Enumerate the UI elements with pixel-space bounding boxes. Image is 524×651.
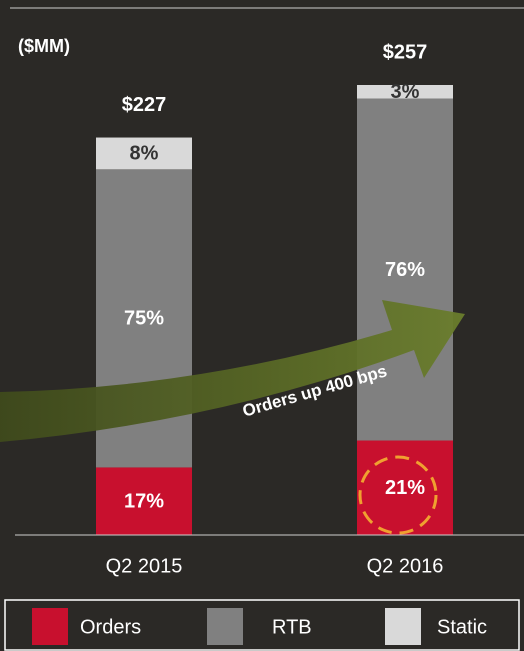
x-tick-label: Q2 2015 [106,555,183,577]
segment-label: 17% [124,490,164,512]
legend-swatch [385,608,421,645]
total-label: $257 [383,41,428,63]
bar-segment [357,85,453,99]
segment-label: 21% [385,477,425,499]
segment-label: 8% [130,143,159,165]
bar-segment [357,98,453,441]
segment-label: 3% [391,81,420,103]
x-tick-label: Q2 2016 [367,555,444,577]
highlight-circle [358,455,438,535]
labels: 17% 75% 8% $227 Q2 2015 21% 76% 3% $257 Q2 2016 [106,41,444,577]
legend-label: Orders [80,616,141,638]
legend-swatch [207,608,243,645]
total-label: $227 [122,94,167,116]
bar-segment [96,467,192,535]
legend: Orders RTB Static [32,608,487,645]
legend-swatch [32,608,68,645]
legend-label: RTB [272,616,312,638]
unit-label: ($MM) [18,36,70,56]
segment-label: 75% [124,308,164,330]
bar-segment [96,137,192,170]
legend-box [4,599,520,651]
segment-label: 76% [385,259,425,281]
legend-label: Static [437,616,487,638]
trend-arrow [0,300,465,442]
